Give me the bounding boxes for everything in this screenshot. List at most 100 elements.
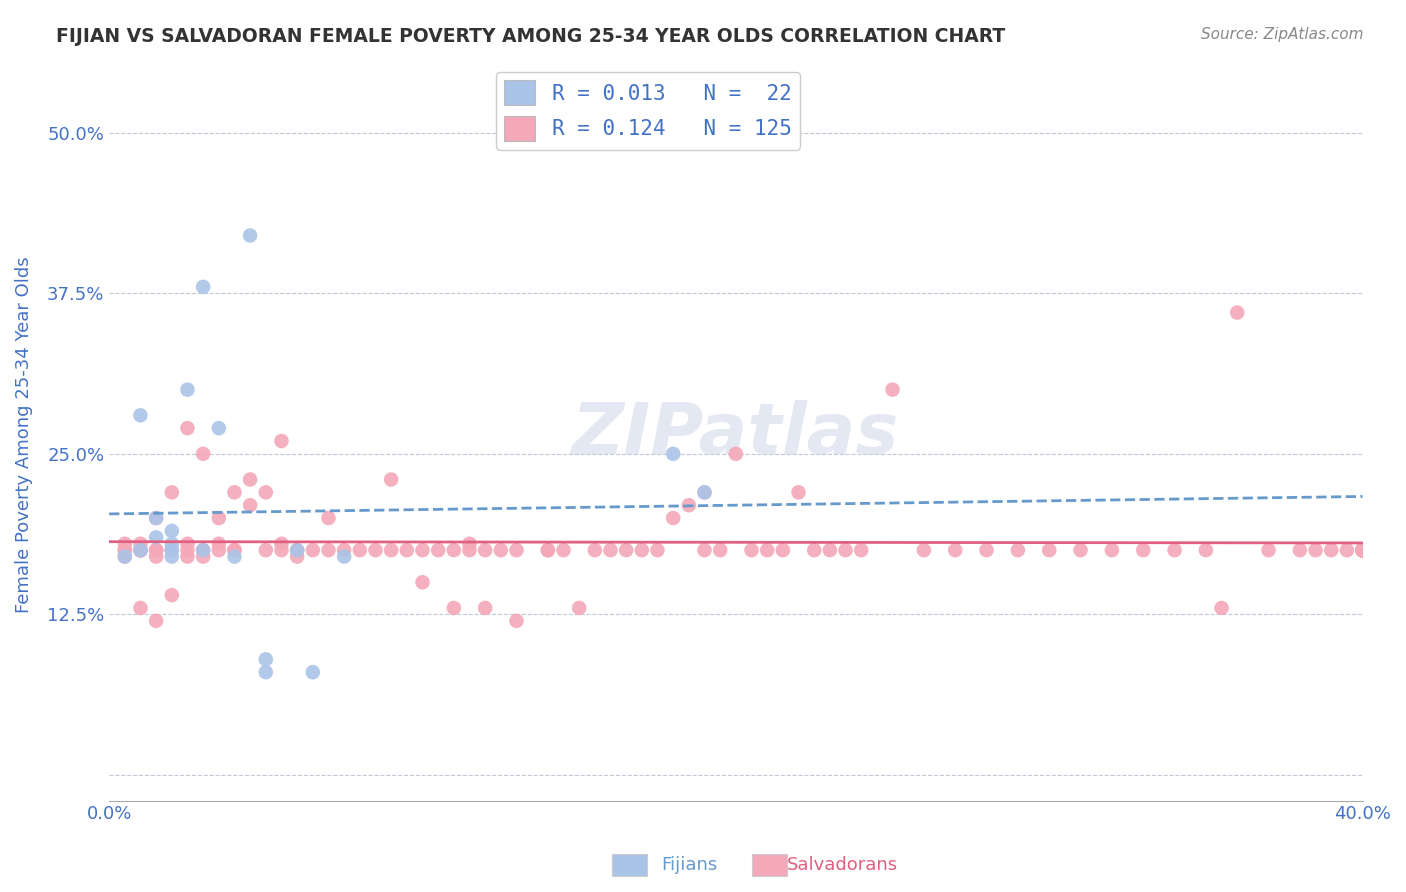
Point: [1038, 543, 1060, 558]
Point: [114, 543, 136, 558]
Point: [380, 543, 402, 558]
Point: [285, 543, 308, 558]
Point: [1351, 543, 1374, 558]
Point: [145, 549, 167, 564]
Point: [301, 665, 323, 680]
Point: [1132, 543, 1154, 558]
Point: [176, 543, 198, 558]
Point: [191, 549, 214, 564]
Point: [1351, 543, 1374, 558]
Point: [427, 543, 450, 558]
Point: [208, 421, 231, 435]
Point: [614, 543, 637, 558]
Point: [1351, 543, 1374, 558]
Text: Source: ZipAtlas.com: Source: ZipAtlas.com: [1201, 27, 1364, 42]
Point: [1070, 543, 1092, 558]
Point: [756, 543, 779, 558]
Point: [505, 543, 527, 558]
Point: [239, 228, 262, 243]
Point: [1351, 543, 1374, 558]
Y-axis label: Female Poverty Among 25-34 Year Olds: Female Poverty Among 25-34 Year Olds: [15, 256, 32, 613]
Point: [145, 511, 167, 525]
Point: [224, 549, 246, 564]
Point: [160, 588, 183, 602]
Point: [208, 511, 231, 525]
Point: [145, 614, 167, 628]
Point: [254, 652, 277, 666]
Point: [803, 543, 825, 558]
Point: [176, 421, 198, 435]
Point: [114, 537, 136, 551]
Point: [1351, 543, 1374, 558]
Point: [1289, 543, 1312, 558]
Point: [851, 543, 873, 558]
Point: [1351, 543, 1374, 558]
Point: [1211, 601, 1233, 615]
Point: [772, 543, 794, 558]
Point: [1351, 543, 1374, 558]
Point: [254, 485, 277, 500]
Point: [160, 549, 183, 564]
Point: [943, 543, 966, 558]
Point: [380, 473, 402, 487]
Point: [1101, 543, 1123, 558]
Point: [1351, 543, 1374, 558]
Point: [724, 447, 747, 461]
Point: [208, 543, 231, 558]
Legend: R = 0.013   N =  22, R = 0.124   N = 125: R = 0.013 N = 22, R = 0.124 N = 125: [496, 71, 800, 150]
Point: [129, 543, 152, 558]
Point: [1257, 543, 1279, 558]
Text: Salvadorans: Salvadorans: [787, 856, 898, 874]
Point: [224, 543, 246, 558]
Point: [145, 543, 167, 558]
Point: [1336, 543, 1358, 558]
Point: [333, 543, 356, 558]
Point: [176, 549, 198, 564]
Point: [145, 543, 167, 558]
Point: [114, 549, 136, 564]
Point: [114, 543, 136, 558]
Point: [411, 575, 433, 590]
Point: [129, 543, 152, 558]
Point: [285, 549, 308, 564]
Point: [537, 543, 560, 558]
Point: [145, 511, 167, 525]
Point: [191, 543, 214, 558]
Point: [160, 524, 183, 538]
Text: Fijians: Fijians: [661, 856, 717, 874]
Point: [270, 537, 292, 551]
Point: [191, 543, 214, 558]
Point: [160, 485, 183, 500]
Point: [318, 543, 340, 558]
Point: [1195, 543, 1218, 558]
Point: [191, 447, 214, 461]
Point: [741, 543, 763, 558]
Point: [285, 543, 308, 558]
Point: [1351, 543, 1374, 558]
Point: [160, 543, 183, 558]
Point: [647, 543, 669, 558]
Point: [537, 543, 560, 558]
Point: [489, 543, 512, 558]
Text: ZIPatlas: ZIPatlas: [572, 401, 900, 469]
Point: [976, 543, 998, 558]
Point: [1320, 543, 1343, 558]
Point: [349, 543, 371, 558]
Point: [301, 543, 323, 558]
Point: [129, 543, 152, 558]
Point: [1351, 543, 1374, 558]
Point: [1007, 543, 1029, 558]
Point: [1351, 543, 1374, 558]
Point: [1351, 543, 1374, 558]
Point: [270, 434, 292, 448]
Point: [1351, 543, 1374, 558]
Point: [1351, 543, 1374, 558]
Point: [553, 543, 575, 558]
Point: [568, 601, 591, 615]
Point: [583, 543, 606, 558]
Point: [458, 543, 481, 558]
Point: [787, 485, 810, 500]
Point: [1163, 543, 1185, 558]
Point: [834, 543, 856, 558]
Point: [474, 601, 496, 615]
